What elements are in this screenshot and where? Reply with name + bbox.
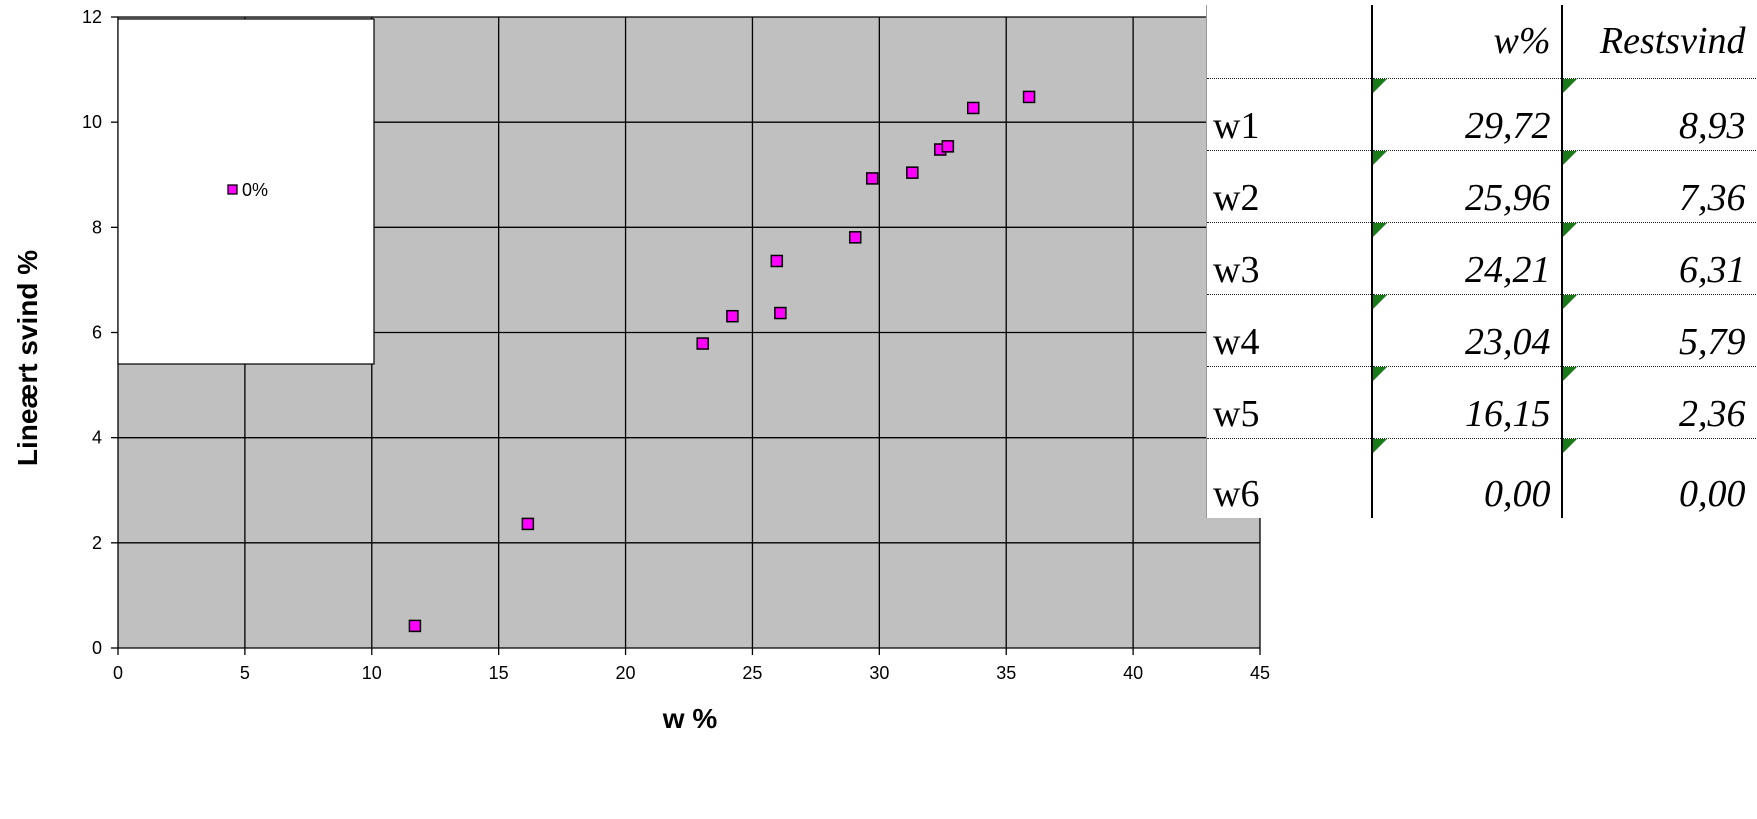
restsvind-value-cell-text: 5,79: [1679, 320, 1746, 363]
table-header-row: w% Restsvind: [1206, 5, 1756, 79]
restsvind-value-cell-text: 0,00: [1679, 473, 1746, 515]
row-label[interactable]: w6: [1206, 438, 1372, 518]
y-tick-label: 4: [92, 428, 102, 448]
data-table: w% Restsvind w1 29,72 8,93 w2 25,96 7,36 w3 24,…: [1206, 5, 1756, 518]
data-point: [906, 166, 919, 179]
w-value-cell-text: 29,72: [1465, 104, 1551, 147]
y-axis-ticks: 0 2 4 6 8 10 12: [82, 7, 118, 658]
restsvind-value-cell-text: 8,93: [1679, 104, 1746, 147]
error-indicator-icon: [1372, 294, 1387, 309]
w-value-cell[interactable]: 29,72: [1370, 78, 1562, 151]
x-tick-label: 45: [1250, 663, 1270, 683]
restsvind-value-cell[interactable]: 5,79: [1560, 294, 1756, 367]
row-label-text: w3: [1213, 248, 1260, 291]
data-point: [521, 517, 535, 531]
table-header-w: w%: [1370, 5, 1562, 79]
data-point: [848, 231, 862, 244]
w-value-cell-text: 23,04: [1465, 320, 1551, 363]
restsvind-value-cell[interactable]: 8,93: [1560, 78, 1756, 151]
error-indicator-icon: [1372, 78, 1387, 93]
row-label-text: w6: [1213, 473, 1260, 515]
table-row: w3 24,21 6,31: [1206, 222, 1756, 295]
row-label-text: w1: [1213, 104, 1260, 147]
x-tick-label: 15: [489, 663, 509, 683]
x-tick-label: 0: [113, 663, 123, 683]
w-value-cell[interactable]: 0,00: [1370, 438, 1562, 518]
restsvind-value-cell-text: 2,36: [1679, 392, 1746, 435]
legend-marker: [227, 184, 238, 195]
row-label[interactable]: w3: [1206, 222, 1372, 295]
table-row: w2 25,96 7,36: [1206, 150, 1756, 223]
data-point: [1022, 90, 1036, 104]
legend-entry: 0%: [242, 180, 268, 200]
x-tick-label: 25: [742, 663, 762, 683]
row-label[interactable]: w4: [1206, 294, 1372, 367]
w-value-cell[interactable]: 23,04: [1370, 294, 1562, 367]
w-value-cell[interactable]: 25,96: [1370, 150, 1562, 223]
y-tick-label: 8: [92, 217, 102, 237]
y-tick-label: 6: [92, 323, 102, 343]
table-row: w4 23,04 5,79: [1206, 294, 1756, 367]
table-row: w6 0,00 0,00: [1206, 438, 1756, 518]
error-indicator-icon: [1372, 366, 1387, 381]
data-point: [726, 309, 739, 323]
error-indicator-icon: [1562, 438, 1577, 453]
error-indicator-icon: [1562, 294, 1577, 309]
error-indicator-icon: [1562, 366, 1577, 381]
w-value-cell[interactable]: 24,21: [1370, 222, 1562, 295]
x-tick-label: 20: [616, 663, 636, 683]
w-value-cell-text: 24,21: [1465, 248, 1551, 291]
row-label-text: w2: [1213, 176, 1260, 219]
y-axis-title: Lineært svind %: [12, 250, 43, 466]
data-point: [770, 254, 784, 268]
w-value-cell-text: 16,15: [1465, 392, 1551, 435]
w-value-cell-text: 25,96: [1465, 176, 1551, 219]
y-tick-label: 0: [92, 638, 102, 658]
w-value-cell-text: 0,00: [1484, 473, 1551, 515]
restsvind-value-cell[interactable]: 0,00: [1560, 438, 1756, 518]
x-tick-label: 35: [996, 663, 1016, 683]
row-label-text: w5: [1213, 392, 1260, 435]
x-axis-ticks: 0 5 10 15 20 25 30 35 40 45: [113, 648, 1270, 683]
error-indicator-icon: [1372, 150, 1387, 165]
error-indicator-icon: [1562, 222, 1577, 237]
x-tick-label: 40: [1123, 663, 1143, 683]
restsvind-value-cell[interactable]: 2,36: [1560, 366, 1756, 439]
data-points: [408, 90, 1036, 633]
error-indicator-icon: [1562, 150, 1577, 165]
error-indicator-icon: [1372, 438, 1387, 453]
data-point: [696, 337, 709, 350]
w-value-cell[interactable]: 16,15: [1370, 366, 1562, 439]
y-tick-label: 10: [82, 112, 102, 132]
x-tick-label: 5: [240, 663, 250, 683]
data-point: [774, 306, 787, 320]
data-point: [408, 619, 422, 633]
table-row: w5 16,15 2,36: [1206, 366, 1756, 439]
y-tick-label: 2: [92, 533, 102, 553]
error-indicator-icon: [1372, 222, 1387, 237]
restsvind-value-cell[interactable]: 7,36: [1560, 150, 1756, 223]
restsvind-value-cell-text: 7,36: [1679, 176, 1746, 219]
legend: 0%: [117, 18, 375, 365]
table-header-restsvind: Restsvind: [1560, 5, 1756, 79]
row-label[interactable]: w5: [1206, 366, 1372, 439]
legend-box: [117, 18, 375, 365]
data-point: [966, 101, 980, 115]
x-axis-title: w %: [662, 703, 718, 734]
row-label[interactable]: w2: [1206, 150, 1372, 223]
table-row: w1 29,72 8,93: [1206, 78, 1756, 151]
error-indicator-icon: [1562, 78, 1577, 93]
restsvind-value-cell-text: 6,31: [1679, 248, 1746, 291]
row-label-text: w4: [1213, 320, 1260, 363]
x-tick-label: 30: [869, 663, 889, 683]
row-label[interactable]: w1: [1206, 78, 1372, 151]
data-point: [941, 140, 955, 153]
data-point: [865, 172, 879, 185]
restsvind-value-cell[interactable]: 6,31: [1560, 222, 1756, 295]
y-tick-label: 12: [82, 7, 102, 27]
table-header-empty: [1206, 5, 1372, 79]
x-tick-label: 10: [362, 663, 382, 683]
